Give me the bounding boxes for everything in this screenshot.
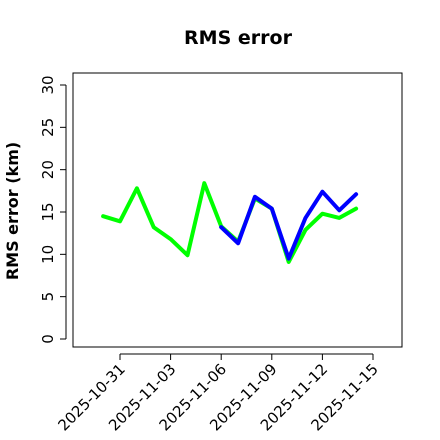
series-layer xyxy=(101,181,359,264)
y-tick-label: 10 xyxy=(39,245,57,264)
chart-title: RMS error xyxy=(184,27,293,49)
series-line-2 xyxy=(219,189,359,261)
y-tick-label: 20 xyxy=(39,160,57,179)
y-tick-label: 30 xyxy=(39,75,57,94)
plot-frame xyxy=(72,72,403,348)
y-tick-label: 5 xyxy=(39,292,57,302)
y-axis: 0 5 10 15 20 25 30 xyxy=(39,75,67,344)
y-axis-label: RMS error (km) xyxy=(3,142,22,280)
y-tick-label: 15 xyxy=(39,202,57,221)
y-tick-label: 25 xyxy=(39,118,57,137)
y-tick-label: 0 xyxy=(39,334,57,344)
x-axis: 2025-10-312025-11-032025-11-062025-11-09… xyxy=(54,353,382,434)
